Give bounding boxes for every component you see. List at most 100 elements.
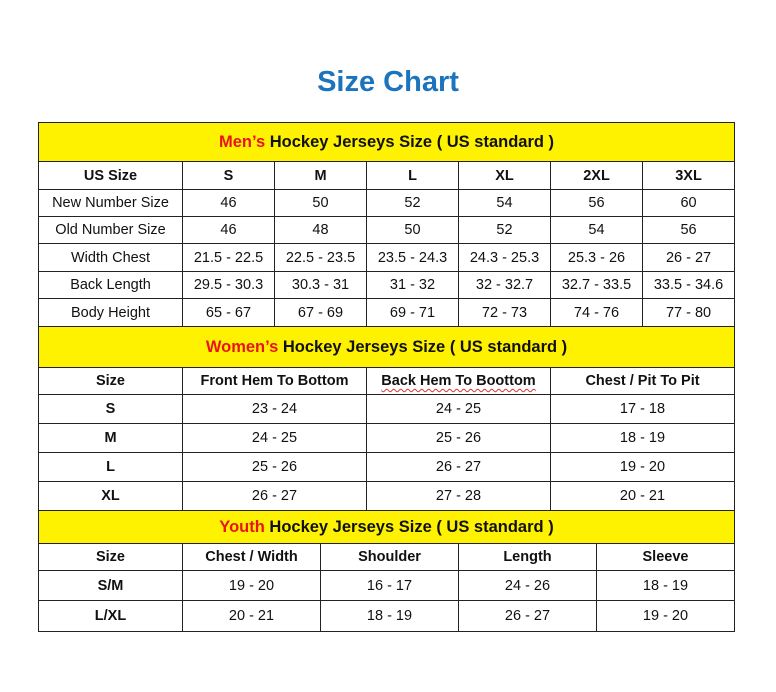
youth-section-heading: Youth Hockey Jerseys Size ( US standard … xyxy=(37,510,736,544)
column-header: Back Hem To Boottom xyxy=(366,367,551,395)
table-cell: 26 - 27 xyxy=(458,600,597,632)
table-cell: 18 - 19 xyxy=(549,423,736,453)
row-label: Body Height xyxy=(38,298,183,327)
table-cell: 50 xyxy=(274,189,367,217)
column-header: Size xyxy=(38,367,183,395)
row-label: S/M xyxy=(38,570,183,601)
row-label: L/XL xyxy=(38,600,183,632)
table-cell: 21.5 - 22.5 xyxy=(182,243,275,272)
table-cell: 19 - 20 xyxy=(182,570,321,601)
table-cell: 23.5 - 24.3 xyxy=(366,243,459,272)
table-cell: 48 xyxy=(274,216,367,244)
column-header: Sleeve xyxy=(595,543,736,571)
table-cell: 69 - 71 xyxy=(366,298,459,327)
row-label: New Number Size xyxy=(38,189,183,217)
table-cell: 18 - 19 xyxy=(595,570,736,601)
table-cell: 31 - 32 xyxy=(366,271,459,299)
column-header: Chest / Pit To Pit xyxy=(549,367,736,395)
mens-section-heading: Men’s Hockey Jerseys Size ( US standard … xyxy=(37,122,736,162)
table-cell: 32.7 - 33.5 xyxy=(550,271,643,299)
table-cell: 19 - 20 xyxy=(595,600,736,632)
table-cell: 22.5 - 23.5 xyxy=(274,243,367,272)
page-title: Size Chart xyxy=(317,66,459,98)
table-cell: 25 - 26 xyxy=(366,423,551,453)
table-row: Width Chest 21.5 - 22.5 22.5 - 23.5 23.5 - … xyxy=(38,243,736,272)
women-header-row: Size Front Hem To Bottom Back Hem To Boott… xyxy=(38,367,736,395)
table-row: Back Length 29.5 - 30.3 30.3 - 31 31 - 32 32… xyxy=(38,271,736,299)
table-cell: 26 - 27 xyxy=(182,481,367,511)
column-header: 3XL xyxy=(641,161,736,190)
table-cell: 30.3 - 31 xyxy=(274,271,367,299)
column-header: Shoulder xyxy=(320,543,459,571)
table-cell: 24 - 26 xyxy=(458,570,597,601)
table-cell: 60 xyxy=(641,189,736,217)
table-cell: 24.3 - 25.3 xyxy=(458,243,551,272)
table-cell: 50 xyxy=(366,216,459,244)
womens-section-heading: Women’s Hockey Jerseys Size ( US standar… xyxy=(37,326,736,368)
column-header: Front Hem To Bottom xyxy=(182,367,367,395)
table-cell: 52 xyxy=(366,189,459,217)
mens-heading-highlight: Men’s xyxy=(219,132,266,151)
row-label: L xyxy=(38,452,183,482)
column-header: Chest / Width xyxy=(182,543,321,571)
table-cell: 27 - 28 xyxy=(366,481,551,511)
youth-size-table: Youth Hockey Jerseys Size ( US standard … xyxy=(37,510,736,632)
womens-size-table: Women’s Hockey Jerseys Size ( US standar… xyxy=(37,326,736,511)
table-row: L 25 - 26 26 - 27 19 - 20 xyxy=(38,452,736,482)
column-header: Length xyxy=(458,543,597,571)
row-label: Width Chest xyxy=(38,243,183,272)
row-label: S xyxy=(38,394,183,424)
mens-heading-text: Hockey Jerseys Size ( US standard ) xyxy=(265,132,555,151)
youth-heading-text: Hockey Jerseys Size ( US standard ) xyxy=(264,517,554,536)
table-row: Body Height 65 - 67 67 - 69 69 - 71 72 - 73 7… xyxy=(38,298,736,327)
table-cell: 65 - 67 xyxy=(182,298,275,327)
table-cell: 33.5 - 34.6 xyxy=(641,271,736,299)
men-header-row: US Size S M L XL 2XL 3XL xyxy=(38,161,736,190)
table-cell: 56 xyxy=(550,189,643,217)
table-cell: 20 - 21 xyxy=(182,600,321,632)
table-cell: 29.5 - 30.3 xyxy=(182,271,275,299)
table-cell: 26 - 27 xyxy=(366,452,551,482)
table-cell: 32 - 32.7 xyxy=(458,271,551,299)
row-label: M xyxy=(38,423,183,453)
womens-heading-text: Hockey Jerseys Size ( US standard ) xyxy=(278,337,568,356)
table-cell: 77 - 80 xyxy=(641,298,736,327)
table-cell: 56 xyxy=(641,216,736,244)
youth-header-row: Size Chest / Width Shoulder Length Sleeve xyxy=(38,543,736,571)
row-label: Back Length xyxy=(38,271,183,299)
table-cell: 23 - 24 xyxy=(182,394,367,424)
youth-heading-highlight: Youth xyxy=(219,517,265,536)
table-cell: 17 - 18 xyxy=(549,394,736,424)
table-cell: 20 - 21 xyxy=(549,481,736,511)
table-cell: 25.3 - 26 xyxy=(550,243,643,272)
table-cell: 24 - 25 xyxy=(366,394,551,424)
table-row: S/M 19 - 20 16 - 17 24 - 26 18 - 19 xyxy=(38,570,736,601)
table-cell: 46 xyxy=(182,189,275,217)
table-row: M 24 - 25 25 - 26 18 - 19 xyxy=(38,423,736,453)
mens-size-table: Men’s Hockey Jerseys Size ( US standard … xyxy=(37,122,736,327)
column-header: S xyxy=(182,161,275,190)
table-cell: 54 xyxy=(458,189,551,217)
row-label: Old Number Size xyxy=(38,216,183,244)
table-cell: 67 - 69 xyxy=(274,298,367,327)
table-cell: 46 xyxy=(182,216,275,244)
column-header: 2XL xyxy=(550,161,643,190)
table-cell: 72 - 73 xyxy=(458,298,551,327)
table-row: New Number Size 46 50 52 54 56 60 xyxy=(38,189,736,217)
table-cell: 16 - 17 xyxy=(320,570,459,601)
table-row: Old Number Size 46 48 50 52 54 56 xyxy=(38,216,736,244)
table-row: S 23 - 24 24 - 25 17 - 18 xyxy=(38,394,736,424)
table-cell: 74 - 76 xyxy=(550,298,643,327)
column-header: M xyxy=(274,161,367,190)
column-header: L xyxy=(366,161,459,190)
table-row: XL 26 - 27 27 - 28 20 - 21 xyxy=(38,481,736,511)
table-cell: 54 xyxy=(550,216,643,244)
womens-heading-highlight: Women’s xyxy=(205,337,279,356)
table-cell: 18 - 19 xyxy=(320,600,459,632)
table-cell: 52 xyxy=(458,216,551,244)
table-cell: 26 - 27 xyxy=(641,243,736,272)
column-header: XL xyxy=(458,161,551,190)
table-cell: 25 - 26 xyxy=(182,452,367,482)
table-row: L/XL 20 - 21 18 - 19 26 - 27 19 - 20 xyxy=(38,600,736,632)
column-header: US Size xyxy=(38,161,183,190)
